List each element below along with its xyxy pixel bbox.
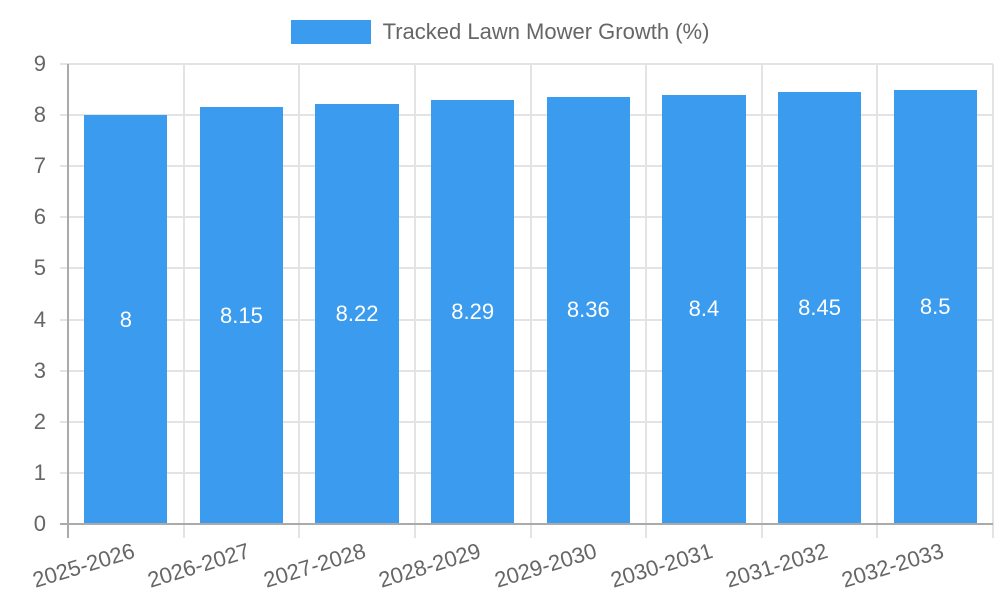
- gridline-vertical: [529, 64, 532, 538]
- y-tick-label: 2: [33, 408, 46, 434]
- x-tick-label: 2026-2027: [144, 538, 253, 593]
- bar-value-label: 8.15: [220, 302, 263, 328]
- gridline-vertical: [760, 64, 763, 538]
- y-tick-label: 3: [33, 357, 46, 383]
- gridline-vertical: [413, 64, 416, 538]
- bar[interactable]: [199, 107, 284, 524]
- y-tick-label: 0: [33, 511, 46, 536]
- bar-value-label: 8.5: [919, 293, 951, 319]
- gridline-vertical: [992, 64, 994, 538]
- x-tick-label: 2025-2026: [29, 538, 138, 593]
- legend-label: Tracked Lawn Mower Growth (%): [382, 19, 710, 44]
- x-tick-label: 2028-2029: [376, 538, 484, 593]
- gridline-horizontal: [60, 318, 993, 321]
- x-tick-label: 2029-2030: [491, 538, 600, 593]
- y-tick-label: 1: [33, 459, 46, 485]
- bar[interactable]: [662, 94, 746, 524]
- gridline-horizontal: [60, 114, 993, 117]
- y-tick-label: 5: [33, 255, 46, 281]
- legend-swatch: [290, 20, 371, 44]
- bar-value-label: 8: [119, 306, 132, 332]
- gridline-vertical: [645, 64, 648, 538]
- gridline-horizontal: [60, 267, 993, 270]
- chart-legend[interactable]: Tracked Lawn Mower Growth (%): [0, 19, 1000, 45]
- y-tick-label: 8: [33, 102, 46, 128]
- y-tick-label: 7: [33, 153, 46, 179]
- bar[interactable]: [777, 92, 862, 524]
- y-axis: [67, 64, 69, 538]
- bar-value-label: 8.29: [451, 299, 495, 325]
- y-tick-label: 9: [33, 51, 46, 76]
- gridline-vertical: [182, 64, 185, 538]
- y-tick-label: 6: [33, 204, 46, 230]
- bar[interactable]: [893, 89, 977, 524]
- bar[interactable]: [546, 96, 630, 524]
- bar-value-label: 8.36: [566, 297, 610, 323]
- x-tick-label: 2032-2033: [838, 538, 947, 593]
- gridline-vertical: [298, 64, 301, 538]
- x-axis: [60, 523, 993, 525]
- bar[interactable]: [84, 115, 168, 524]
- bar-value-label: 8.4: [688, 296, 720, 322]
- bar[interactable]: [431, 100, 515, 524]
- gridline-horizontal: [60, 369, 993, 372]
- gridline-horizontal: [60, 63, 993, 65]
- y-tick-label: 4: [33, 306, 46, 332]
- gridline-horizontal: [60, 216, 993, 219]
- x-tick-label: 2027-2028: [260, 538, 369, 593]
- gridline-horizontal: [60, 471, 993, 474]
- gridline-horizontal: [60, 165, 993, 168]
- x-tick-label: 2030-2031: [607, 538, 716, 593]
- bar-value-label: 8.45: [798, 295, 841, 321]
- bar[interactable]: [315, 103, 399, 524]
- x-tick-label: 2031-2032: [722, 538, 831, 593]
- gridline-vertical: [876, 64, 879, 538]
- bar-value-label: 8.22: [335, 300, 379, 326]
- gridline-horizontal: [60, 420, 993, 423]
